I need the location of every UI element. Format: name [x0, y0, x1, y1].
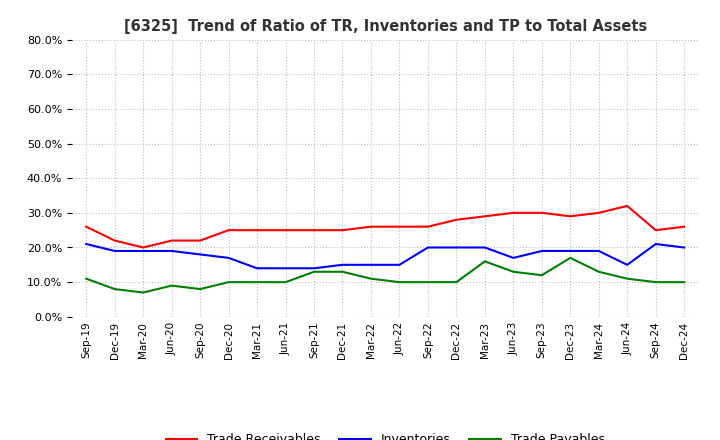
Inventories	[282, 266, 290, 271]
Trade Receivables	[253, 227, 261, 233]
Trade Receivables	[366, 224, 375, 229]
Legend: Trade Receivables, Inventories, Trade Payables: Trade Receivables, Inventories, Trade Pa…	[161, 429, 610, 440]
Trade Receivables	[139, 245, 148, 250]
Trade Payables	[395, 279, 404, 285]
Trade Receivables	[167, 238, 176, 243]
Inventories	[110, 248, 119, 253]
Inventories	[139, 248, 148, 253]
Trade Payables	[537, 272, 546, 278]
Inventories	[480, 245, 489, 250]
Trade Receivables	[537, 210, 546, 216]
Trade Payables	[652, 279, 660, 285]
Trade Receivables	[82, 224, 91, 229]
Trade Payables	[196, 286, 204, 292]
Inventories	[338, 262, 347, 268]
Line: Inventories: Inventories	[86, 244, 684, 268]
Trade Payables	[423, 279, 432, 285]
Inventories	[167, 248, 176, 253]
Inventories	[310, 266, 318, 271]
Inventories	[395, 262, 404, 268]
Trade Payables	[282, 279, 290, 285]
Inventories	[595, 248, 603, 253]
Trade Payables	[366, 276, 375, 281]
Trade Receivables	[509, 210, 518, 216]
Trade Payables	[480, 259, 489, 264]
Inventories	[566, 248, 575, 253]
Inventories	[196, 252, 204, 257]
Trade Payables	[452, 279, 461, 285]
Trade Receivables	[652, 227, 660, 233]
Inventories	[366, 262, 375, 268]
Inventories	[452, 245, 461, 250]
Trade Payables	[225, 279, 233, 285]
Trade Payables	[253, 279, 261, 285]
Line: Trade Payables: Trade Payables	[86, 258, 684, 293]
Trade Payables	[310, 269, 318, 275]
Inventories	[253, 266, 261, 271]
Trade Receivables	[110, 238, 119, 243]
Trade Payables	[139, 290, 148, 295]
Trade Payables	[509, 269, 518, 275]
Inventories	[537, 248, 546, 253]
Trade Payables	[82, 276, 91, 281]
Line: Trade Receivables: Trade Receivables	[86, 206, 684, 247]
Trade Receivables	[566, 214, 575, 219]
Trade Receivables	[310, 227, 318, 233]
Trade Payables	[595, 269, 603, 275]
Trade Payables	[680, 279, 688, 285]
Trade Receivables	[225, 227, 233, 233]
Trade Receivables	[480, 214, 489, 219]
Inventories	[623, 262, 631, 268]
Inventories	[652, 242, 660, 247]
Trade Receivables	[595, 210, 603, 216]
Trade Receivables	[282, 227, 290, 233]
Trade Payables	[167, 283, 176, 288]
Inventories	[509, 255, 518, 260]
Inventories	[680, 245, 688, 250]
Inventories	[82, 242, 91, 247]
Trade Payables	[623, 276, 631, 281]
Trade Receivables	[452, 217, 461, 222]
Trade Payables	[338, 269, 347, 275]
Inventories	[225, 255, 233, 260]
Trade Receivables	[623, 203, 631, 209]
Trade Receivables	[395, 224, 404, 229]
Trade Receivables	[338, 227, 347, 233]
Title: [6325]  Trend of Ratio of TR, Inventories and TP to Total Assets: [6325] Trend of Ratio of TR, Inventories…	[124, 19, 647, 34]
Trade Receivables	[680, 224, 688, 229]
Inventories	[423, 245, 432, 250]
Trade Payables	[110, 286, 119, 292]
Trade Payables	[566, 255, 575, 260]
Trade Receivables	[423, 224, 432, 229]
Trade Receivables	[196, 238, 204, 243]
